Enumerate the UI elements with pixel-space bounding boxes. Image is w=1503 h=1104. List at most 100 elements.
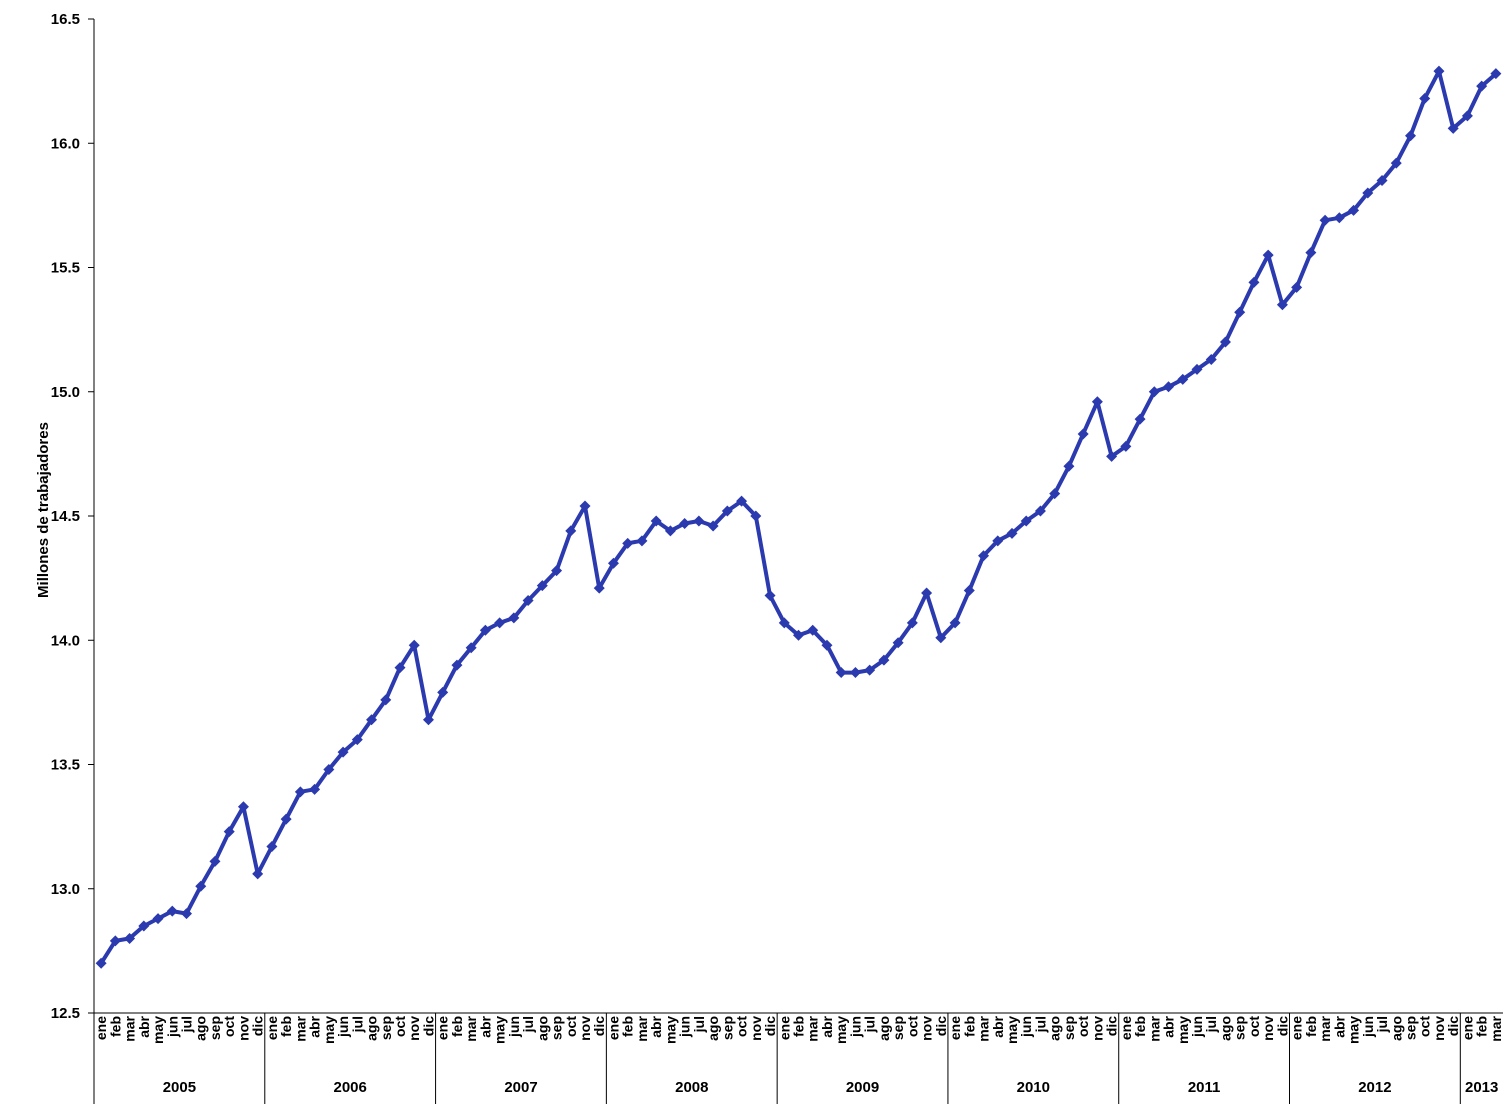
- x-tick-label-month: feb: [961, 1016, 977, 1037]
- data-point-marker: [1234, 306, 1246, 318]
- data-point-marker: [1248, 276, 1260, 288]
- data-point-marker: [294, 786, 306, 798]
- data-point-marker: [764, 590, 776, 602]
- x-tick-label-month: mar: [634, 1015, 650, 1041]
- data-point-marker: [1419, 93, 1431, 105]
- x-tick-label-month: dic: [1445, 1016, 1461, 1036]
- x-tick-label-month: ago: [193, 1016, 209, 1041]
- x-tick-label-month: mar: [976, 1015, 992, 1041]
- x-tick-label-month: feb: [1132, 1016, 1148, 1037]
- x-tick-label-month: dic: [591, 1016, 607, 1036]
- x-tick-label-month: abr: [1161, 1015, 1177, 1037]
- data-point-marker: [1362, 187, 1374, 199]
- data-point-marker: [309, 783, 321, 795]
- x-year-label: 2006: [334, 1079, 367, 1096]
- data-point-marker: [1447, 122, 1459, 134]
- data-point-marker: [1148, 386, 1160, 398]
- x-tick-label-month: nov: [406, 1016, 422, 1041]
- x-tick-label-month: oct: [221, 1016, 237, 1037]
- x-tick-label-month: ene: [435, 1016, 451, 1040]
- x-tick-label-month: dic: [933, 1016, 949, 1036]
- data-point-marker: [1291, 281, 1303, 293]
- x-tick-label-month: ago: [705, 1016, 721, 1041]
- data-point-marker: [237, 801, 249, 813]
- data-point-marker: [793, 629, 804, 641]
- x-tick-label-month: jun: [164, 1016, 180, 1038]
- x-tick-label-month: jul: [179, 1016, 195, 1033]
- x-tick-label-month: feb: [278, 1016, 294, 1037]
- x-tick-label-month: jun: [506, 1016, 522, 1038]
- data-point-marker: [1163, 381, 1175, 393]
- data-point-marker: [1333, 212, 1345, 224]
- x-tick-label-month: oct: [904, 1016, 920, 1037]
- x-tick-label-month: nov: [919, 1016, 935, 1041]
- x-tick-label-month: feb: [791, 1016, 807, 1037]
- data-point-marker: [280, 813, 292, 825]
- x-tick-label-month: jun: [847, 1016, 863, 1038]
- data-point-marker: [465, 642, 477, 654]
- y-tick-label: 13.5: [51, 757, 80, 774]
- data-point-marker: [195, 880, 207, 892]
- data-point-marker: [593, 582, 605, 594]
- x-tick-label-month: ago: [534, 1016, 550, 1041]
- data-point-marker: [1063, 460, 1075, 472]
- data-point-marker: [422, 714, 434, 726]
- x-tick-label-month: oct: [563, 1016, 579, 1037]
- x-year-label: 2005: [163, 1079, 196, 1096]
- data-point-marker: [1177, 373, 1189, 385]
- x-tick-label-month: mar: [463, 1015, 479, 1041]
- data-point-marker: [978, 550, 990, 562]
- x-tick-label-month: dic: [421, 1016, 437, 1036]
- x-tick-label-month: nov: [235, 1016, 251, 1041]
- data-point-marker: [124, 932, 136, 944]
- x-tick-label-month: sep: [890, 1016, 906, 1040]
- y-tick-label: 16.5: [51, 11, 80, 28]
- x-tick-label-month: dic: [250, 1016, 266, 1036]
- data-point-marker: [408, 639, 420, 651]
- x-tick-label-month: ene: [1459, 1016, 1475, 1040]
- x-tick-label-month: abr: [307, 1015, 323, 1037]
- data-point-marker: [209, 855, 221, 867]
- x-tick-label-month: jul: [1203, 1016, 1219, 1033]
- x-tick-label-month: sep: [1403, 1016, 1419, 1040]
- x-tick-label-month: ene: [947, 1016, 963, 1040]
- x-tick-label-month: may: [1004, 1016, 1020, 1044]
- x-tick-label-month: mar: [292, 1015, 308, 1041]
- data-point-marker: [1034, 505, 1046, 517]
- data-point-marker: [95, 957, 107, 969]
- x-tick-label-month: ene: [1289, 1016, 1305, 1040]
- data-point-marker: [323, 763, 335, 775]
- x-tick-label-month: jun: [1189, 1016, 1205, 1038]
- x-tick-label-month: ago: [876, 1016, 892, 1041]
- data-point-marker: [949, 617, 961, 629]
- x-year-label: 2009: [846, 1079, 879, 1096]
- data-point-marker: [1461, 110, 1473, 122]
- x-tick-label-month: nov: [577, 1016, 593, 1041]
- x-tick-label-month: jul: [520, 1016, 536, 1033]
- data-point-marker: [992, 535, 1004, 547]
- x-year-label: 2007: [504, 1079, 537, 1096]
- data-point-marker: [551, 565, 563, 577]
- data-point-marker: [1205, 353, 1217, 365]
- x-tick-label-month: feb: [1474, 1016, 1490, 1037]
- x-tick-label-month: sep: [1232, 1016, 1248, 1040]
- data-point-marker: [607, 557, 619, 569]
- data-point-marker: [479, 624, 491, 636]
- x-tick-label-month: nov: [1431, 1016, 1447, 1041]
- x-tick-label-month: jul: [1374, 1016, 1390, 1033]
- x-tick-label-month: oct: [734, 1016, 750, 1037]
- data-point-marker: [508, 612, 520, 624]
- data-point-marker: [1305, 247, 1317, 259]
- y-tick-label: 15.5: [51, 260, 80, 277]
- x-tick-label-month: feb: [107, 1016, 123, 1037]
- x-tick-label-month: jun: [677, 1016, 693, 1038]
- data-point-marker: [152, 913, 164, 925]
- x-tick-label-month: dic: [1104, 1016, 1120, 1036]
- y-tick-label: 14.0: [51, 632, 80, 649]
- x-tick-label-month: nov: [1089, 1016, 1105, 1041]
- data-point-marker: [835, 667, 847, 679]
- data-point-marker: [935, 632, 947, 644]
- data-point-marker: [1319, 214, 1331, 226]
- data-point-marker: [1049, 488, 1061, 500]
- data-point-marker: [664, 525, 676, 537]
